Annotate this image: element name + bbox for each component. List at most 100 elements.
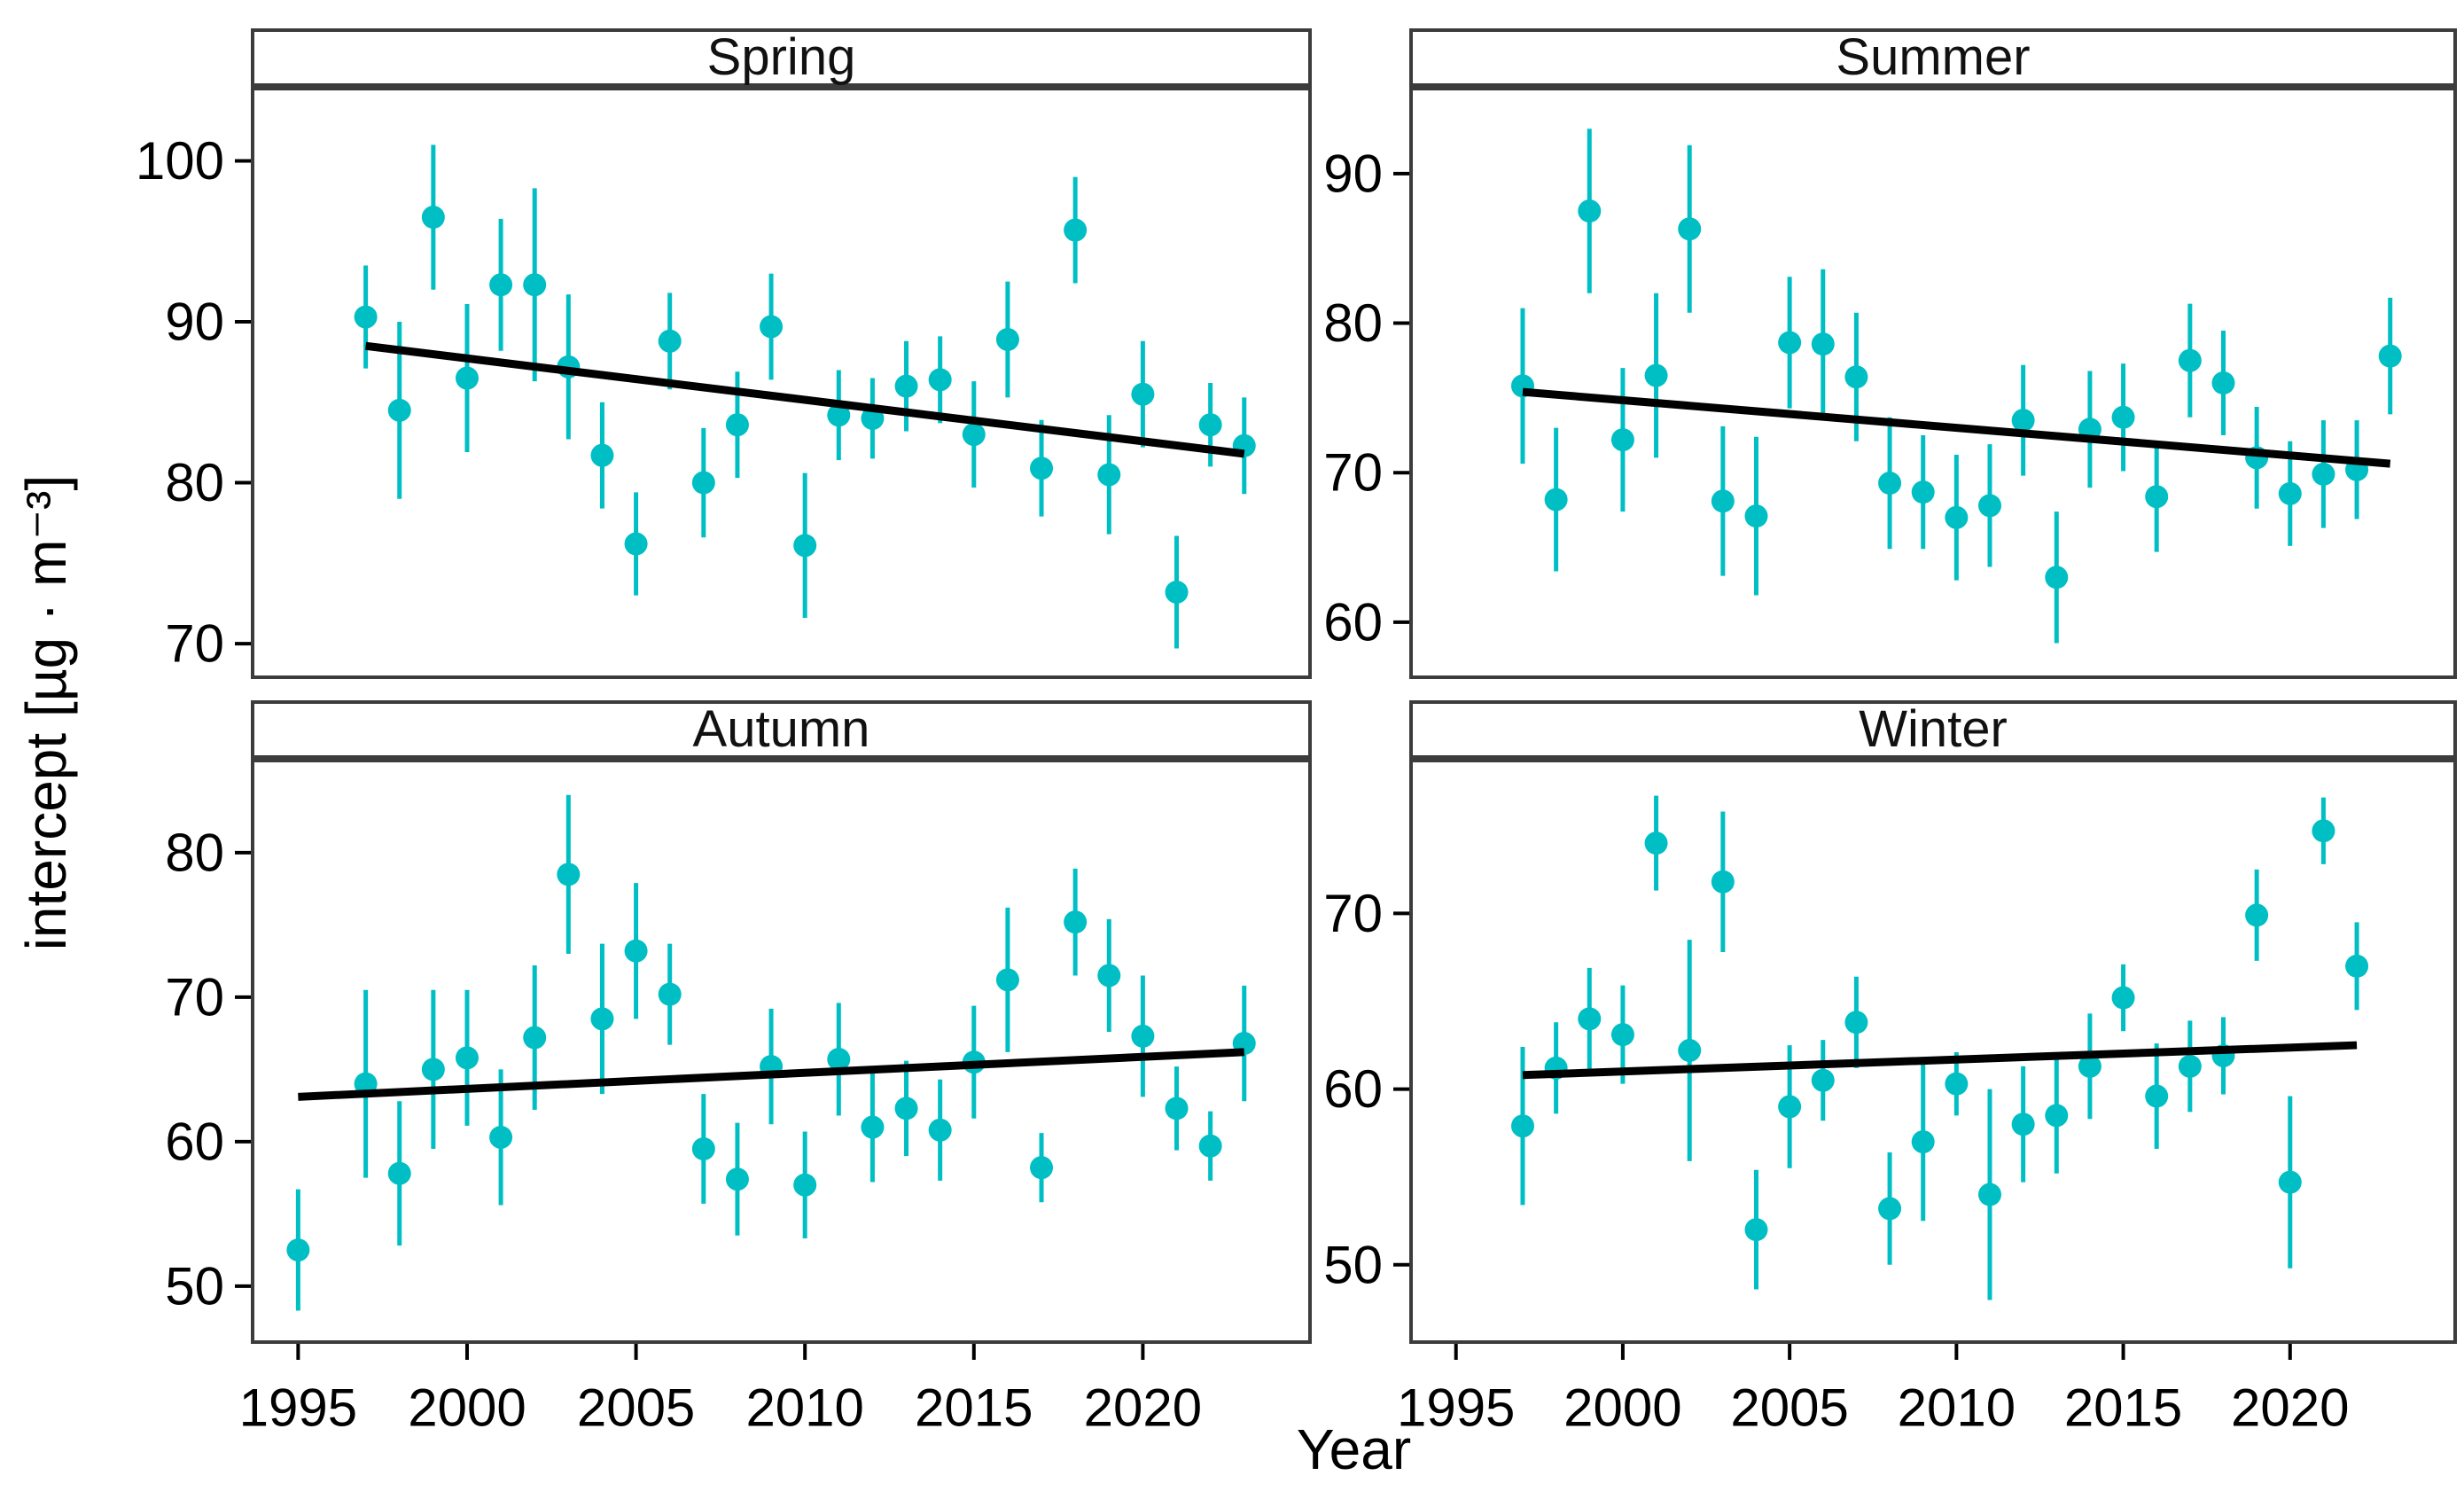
x-axis-tick-label: 2020 [1084,1378,1202,1438]
data-point [1678,1039,1702,1063]
data-point [1778,331,1802,355]
data-point [2145,1084,2169,1108]
data-point [2378,344,2402,368]
data-point [354,305,378,329]
data-point [1878,472,1902,496]
y-axis-tick-label: 80 [1323,293,1383,353]
data-point [1811,1068,1835,1092]
data-point [793,1173,817,1197]
y-axis-title: intercept [µg · m⁻³] [14,474,78,951]
y-axis-tick-label: 90 [165,293,224,352]
data-point [1644,831,1668,855]
data-point [1744,504,1768,528]
data-point [2045,566,2069,589]
data-point [962,423,986,447]
panel-border [1409,87,2457,679]
data-point [590,443,614,467]
data-point [2211,371,2235,394]
data-point [2278,481,2302,505]
data-point [387,398,411,422]
data-point [2278,1170,2302,1194]
data-point [2145,485,2169,509]
data-point [760,315,784,339]
data-point [2011,409,2035,433]
data-point [286,1238,310,1262]
x-axis-title: Year [1296,1417,1412,1481]
x-axis-tick-label: 2015 [2064,1378,2182,1438]
data-point [1610,428,1634,452]
data-point [624,939,648,963]
data-point [1644,363,1668,387]
data-point [1131,382,1155,406]
x-axis-tick-label: 1995 [239,1378,357,1438]
y-axis-tick-label: 70 [1323,443,1383,503]
data-point [1578,199,1602,223]
x-axis-tick-label: 2010 [745,1378,863,1438]
data-point [2312,462,2335,486]
data-point [1030,1156,1054,1180]
data-point [1744,1218,1768,1242]
data-point [1198,413,1222,437]
data-point [421,206,445,230]
data-point [725,413,749,437]
data-point [827,1047,851,1071]
data-point [1977,494,2001,518]
panel-border [251,759,1312,1344]
data-point [1977,1183,2001,1206]
y-axis-tick-label: 60 [1323,1059,1383,1119]
data-point [590,1007,614,1031]
data-point [2178,348,2202,372]
y-axis-tick-label: 80 [165,823,224,882]
y-axis-tick-label: 100 [136,131,224,191]
panel-title-autumn: Autumn [692,700,870,758]
y-axis-tick-label: 70 [165,614,224,674]
panel-plot-spring: 70 80 90 100 [136,87,1312,679]
trend-line [298,1048,1244,1101]
panel-strip-autumn: Autumn [251,700,1312,759]
data-point [1911,1130,1935,1154]
data-point [1510,1114,1534,1138]
x-axis-tick-label: 2015 [915,1378,1033,1438]
data-point [421,1058,445,1081]
data-point [827,403,851,427]
y-axis-tick-label: 70 [165,967,224,1027]
data-point [2078,1054,2101,1078]
data-point [1131,1024,1155,1048]
panel-strip-spring: Spring [251,28,1312,87]
data-point [1030,457,1054,480]
x-axis-tick-label: 2005 [1730,1378,1848,1438]
data-point [489,273,513,297]
y-axis-tick-label: 60 [165,1112,224,1171]
x-axis-tick-label: 2010 [1898,1378,2016,1438]
data-point [658,982,682,1006]
y-axis-tick-label: 60 [1323,592,1383,652]
panel-title-spring: Spring [706,28,856,86]
data-point [691,471,715,495]
data-point [1165,1097,1189,1120]
data-point [1911,480,1935,504]
data-point [793,534,817,558]
trend-line [1522,1041,2358,1080]
x-axis-tick-label: 1995 [1397,1378,1515,1438]
data-point [725,1167,749,1191]
data-point [1097,964,1121,988]
data-point [1610,1023,1634,1047]
data-point [2111,986,2135,1010]
panel-border [251,87,1312,679]
data-point [1678,217,1702,241]
panel-plot-autumn: 50 60 70 80 1995 2000 2005 2010 2015 2020 [165,759,1312,1438]
data-point [1811,332,1835,356]
data-point [624,532,648,556]
data-point [2245,903,2269,927]
data-point [489,1125,513,1149]
data-point [894,374,918,398]
data-point [1097,463,1121,487]
data-point [1844,365,1868,389]
data-point [1778,1095,1802,1119]
data-point [995,327,1019,351]
data-point [1711,870,1735,894]
data-point [2011,1113,2035,1136]
data-point [523,1026,547,1050]
y-axis-tick-label: 50 [1323,1235,1383,1294]
